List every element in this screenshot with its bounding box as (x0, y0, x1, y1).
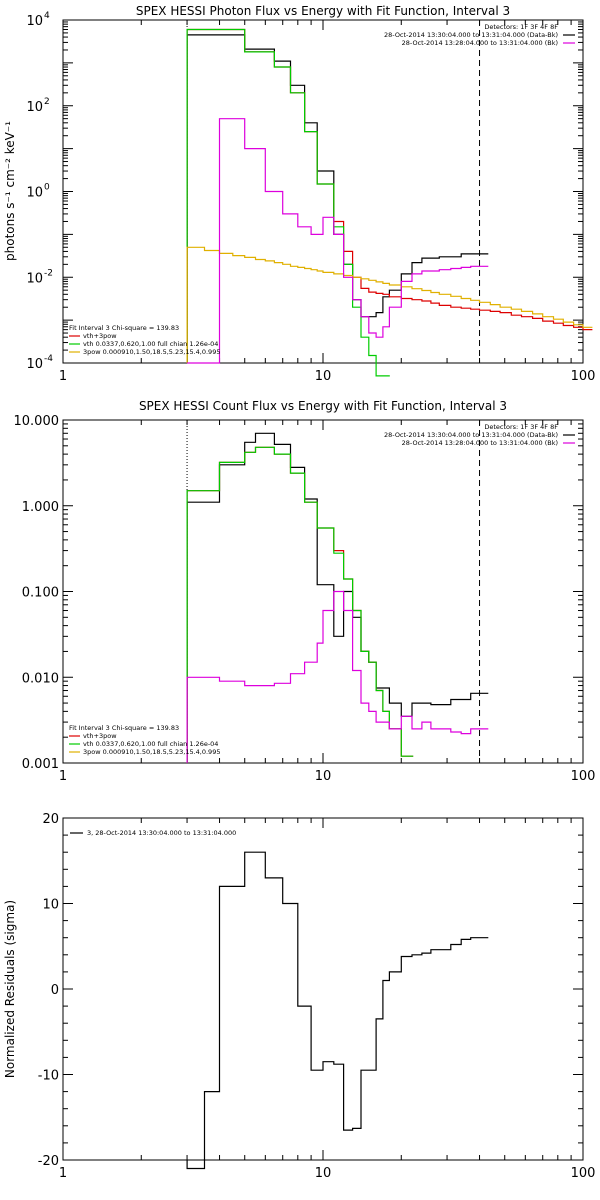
residuals-series (186, 851, 489, 1170)
photon-y-tick-label: 10 (26, 357, 43, 372)
count-x-tick-label: 100 (571, 769, 596, 784)
residuals-y-tick-label: 0 (51, 983, 59, 998)
residuals-panel: Normalized Residuals (sigma) 1 10 100-20-1… (3, 812, 595, 1181)
count-legend-top-entry: Detectors: 1F 3F 4F 8F (484, 423, 558, 431)
residuals-y-tick-label: 20 (42, 812, 59, 827)
count-series-line-2 (186, 446, 414, 763)
photon-x-tick-label: 10 (315, 369, 332, 384)
photon-legend-fit-entry: vth 0.0337,0.620,1.00 full chian 1.26e-0… (83, 340, 218, 348)
photon-y-tick-label: 10 (26, 14, 43, 29)
residuals-x-tick-label: 100 (571, 1166, 596, 1181)
count-series-line-3 (186, 590, 489, 763)
photon-series (186, 28, 593, 377)
photon-y-axis-label: photons s⁻¹ cm⁻² keV⁻¹ (3, 121, 17, 261)
photon-series-line-2 (186, 28, 390, 377)
residuals-legend: 3, 28-Oct-2014 13:30:04.000 to 13:31:04.… (70, 829, 236, 837)
photon-legend-top-entry: Detectors: 1F 3F 4F 8F (484, 23, 558, 31)
photon-series-line-4 (187, 118, 489, 364)
residuals-series-line-0 (186, 851, 489, 1170)
count-flux-panel: SPEX HESSI Count Flux vs Energy with Fit… (14, 399, 596, 784)
count-ticks: 1 10 100 0.001 0.010 0.100 1.000 10.000 (14, 414, 596, 784)
residuals-y-axis-label: Normalized Residuals (sigma) (3, 900, 17, 1078)
count-y-tick-label: 0.001 (22, 757, 59, 772)
photon-flux-panel: SPEX HESSI Photon Flux vs Energy with Fi… (3, 4, 595, 384)
residuals-x-tick-label: 1 (59, 1166, 67, 1181)
photon-legend-fit-entry: 3pow 0.000910,1.50,18.5,5.23,15.4,0.995 (83, 348, 220, 356)
photon-series-line-0 (186, 34, 489, 363)
residuals-legend-entry: 3, 28-Oct-2014 13:30:04.000 to 13:31:04.… (87, 829, 236, 837)
residuals-y-tick-label: 10 (42, 898, 59, 913)
count-plot-frame (62, 419, 584, 764)
count-legend-fit-entry: vth+3pow (83, 732, 117, 740)
residuals-y-tick-label: -20 (38, 1154, 59, 1169)
count-chart-title: SPEX HESSI Count Flux vs Energy with Fit… (139, 399, 507, 413)
photon-plot-frame (62, 19, 584, 364)
photon-y-tick-label: 10 (26, 186, 43, 201)
count-legend-top-entry: 28-Oct-2014 13:28:04.000 to 13:31:04.000… (402, 439, 558, 447)
photon-y-tick-label: 10 (26, 271, 43, 286)
count-series (186, 432, 489, 763)
photon-y-tick-exponent: 4 (44, 11, 50, 21)
count-legend-top-entry: 28-Oct-2014 13:30:04.000 to 13:31:04.000… (384, 431, 558, 439)
photon-legend-fit-entry: vth+3pow (83, 332, 117, 340)
residuals-y-tick-label: -10 (38, 1069, 59, 1084)
photon-x-tick-label: 100 (571, 369, 596, 384)
photon-y-tick-exponent: 0 (44, 183, 50, 193)
count-series-line-1 (186, 446, 414, 763)
count-x-tick-label: 1 (59, 769, 67, 784)
photon-y-tick-exponent: -2 (44, 268, 53, 278)
count-x-tick-label: 10 (315, 769, 332, 784)
photon-y-tick-label: 10 (26, 100, 43, 115)
residuals-ticks: 1 10 100 -20 -10 0 10 20 (38, 812, 596, 1181)
photon-legend-fit-title: Fit Interval 3 Chi-square = 139.83 (69, 324, 179, 332)
photon-chart-title: SPEX HESSI Photon Flux vs Energy with Fi… (136, 4, 510, 18)
count-series-line-0 (186, 432, 489, 763)
photon-y-tick-exponent: -4 (44, 354, 53, 364)
count-legend-fit-entry: 3pow 0.000910,1.50,18.5,5.23,15.4,0.995 (83, 748, 220, 756)
photon-y-tick-exponent: 2 (44, 97, 50, 107)
photon-x-tick-label: 1 (59, 369, 67, 384)
photon-series-line-3 (186, 246, 593, 363)
count-legend-fit-title: Fit Interval 3 Chi-square = 139.83 (69, 724, 179, 732)
photon-legend-top-entry: 28-Oct-2014 13:30:04.000 to 13:31:04.000… (384, 31, 558, 39)
count-y-tick-label: 10.000 (14, 414, 60, 429)
count-y-tick-label: 0.010 (22, 671, 59, 686)
count-y-tick-label: 0.100 (22, 586, 59, 601)
residuals-x-tick-label: 10 (315, 1166, 332, 1181)
count-legend-fit-entry: vth 0.0337,0.620,1.00 full chian 1.26e-0… (83, 740, 218, 748)
count-y-tick-label: 1.000 (22, 500, 59, 515)
photon-legend-top-entry: 28-Oct-2014 13:28:04.000 to 13:31:04.000… (402, 39, 558, 47)
residuals-plot-frame (62, 817, 584, 1161)
